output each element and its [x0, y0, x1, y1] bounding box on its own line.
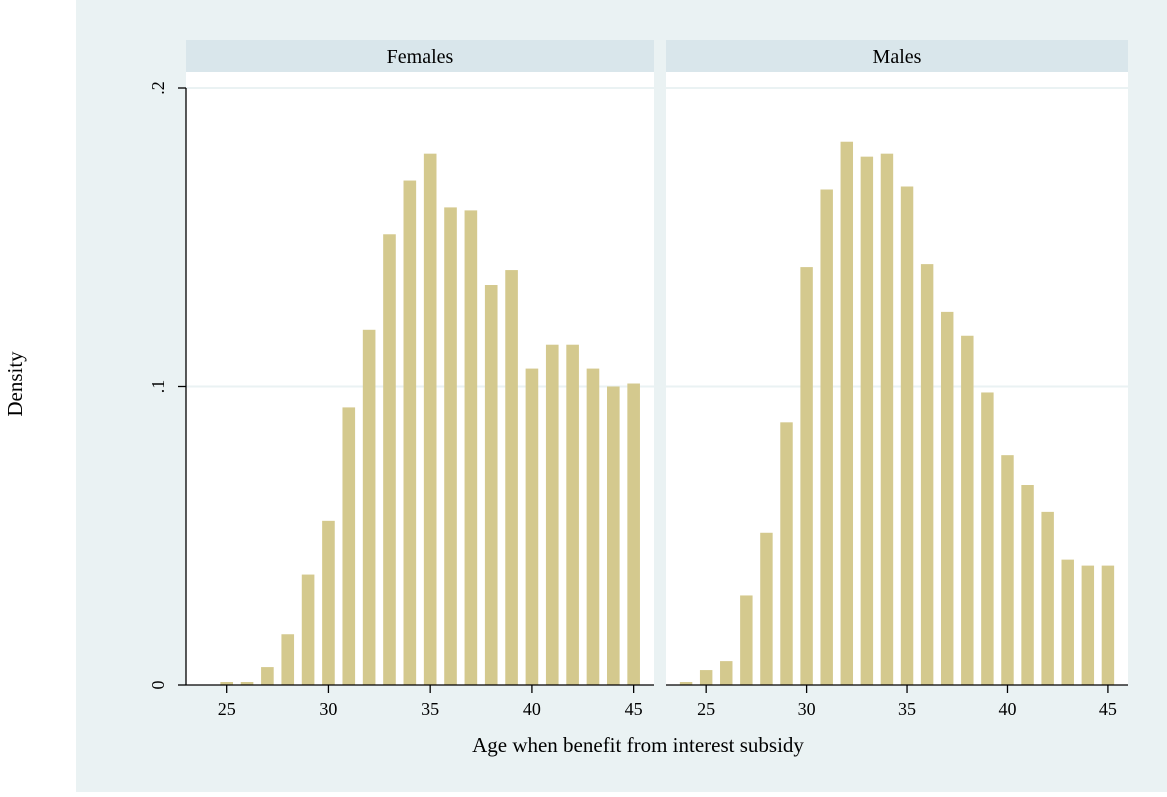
panel-females-bar-19 — [607, 386, 620, 685]
panel-females-x-tick-label-4: 45 — [625, 699, 643, 719]
panel-males-strip — [666, 40, 1128, 72]
panel-males-bar-18 — [1041, 511, 1054, 685]
panel-males-bar-19 — [1061, 559, 1074, 685]
panel-males-bars — [679, 141, 1115, 686]
y-axis: 0 .1 .2 — [148, 81, 187, 690]
panel-females-bar-6 — [342, 407, 356, 685]
panel-females-bar-3 — [281, 634, 295, 685]
panel-females-bar-2 — [261, 667, 274, 685]
panel-males-bar-14 — [961, 335, 974, 685]
panel-females-bar-18 — [586, 368, 600, 685]
panel-males-bar-20 — [1081, 565, 1095, 685]
panel-males-x-tick-label-3: 40 — [998, 699, 1016, 719]
panel-females-x-tick-label-0: 25 — [218, 699, 236, 719]
y-tick-label-0: 0 — [148, 681, 168, 690]
panel-females-bar-1 — [240, 682, 254, 685]
panel-females-bar-12 — [464, 210, 478, 685]
panel-males-bar-11 — [900, 186, 914, 685]
panel-females-bar-4 — [301, 574, 315, 685]
y-axis-title: Density — [3, 351, 27, 417]
y-tick-label-1: .1 — [148, 380, 168, 394]
panel-females-bar-20 — [627, 383, 640, 685]
panel-females-strip — [186, 40, 654, 72]
panel-males-x-tick-label-0: 25 — [697, 699, 715, 719]
panel-females-x-axis: 25 30 35 40 45 — [186, 684, 654, 719]
panel-males-bar-7 — [820, 189, 833, 686]
panel-males-bar-5 — [780, 422, 793, 685]
panel-males-x-tick-label-2: 35 — [898, 699, 916, 719]
panel-males-gridlines — [666, 87, 1128, 388]
panel-males-bar-4 — [760, 532, 773, 685]
panel-males-bar-6 — [800, 267, 813, 685]
x-axis-title: Age when benefit from interest subsidy — [472, 733, 804, 757]
panel-females-bar-16 — [545, 344, 559, 685]
panel-females-bar-17 — [566, 344, 579, 685]
panel-females-bar-15 — [525, 368, 539, 685]
panel-females-bar-9 — [403, 180, 417, 686]
panel-males-x-tick-label-4: 45 — [1099, 699, 1117, 719]
panel-males-bar-2 — [720, 661, 733, 685]
panel-males: Males 25 30 35 40 45 — [666, 40, 1128, 719]
panel-males-title: Males — [873, 46, 922, 68]
panel-females-x-tick-label-2: 35 — [421, 699, 439, 719]
panel-males-x-axis: 25 30 35 40 45 — [666, 684, 1128, 719]
panel-males-bar-10 — [880, 153, 894, 686]
panel-females-bar-14 — [505, 270, 518, 685]
panel-males-bar-8 — [840, 141, 854, 686]
panel-females: Females 25 30 35 40 45 — [186, 40, 654, 719]
panel-males-bar-17 — [1021, 485, 1034, 685]
panel-females-bar-8 — [383, 234, 396, 685]
panel-females-background — [186, 72, 654, 685]
panel-males-background — [666, 72, 1128, 685]
panel-males-bar-1 — [699, 670, 713, 685]
panel-females-bar-11 — [444, 207, 457, 685]
panel-males-x-tick-label-1: 30 — [798, 699, 816, 719]
panel-females-x-tick-label-3: 40 — [523, 699, 541, 719]
panel-females-x-tick-label-1: 30 — [319, 699, 337, 719]
y-tick-label-2: .2 — [148, 81, 168, 95]
panel-females-title: Females — [387, 46, 454, 68]
panel-females-bar-5 — [322, 520, 335, 685]
panel-males-bar-21 — [1101, 565, 1115, 685]
panel-males-bar-12 — [920, 264, 934, 685]
panel-males-bar-9 — [860, 156, 874, 685]
panel-females-bar-13 — [484, 285, 498, 685]
panel-males-bar-13 — [940, 311, 954, 686]
panel-males-bar-0 — [679, 682, 693, 685]
panel-males-bar-3 — [740, 595, 753, 685]
panel-females-bar-7 — [362, 329, 376, 685]
panel-females-bar-0 — [220, 682, 234, 685]
panel-females-bar-10 — [423, 153, 437, 686]
panel-males-bar-16 — [1001, 455, 1014, 685]
panel-females-bars — [220, 153, 640, 686]
panel-males-bar-15 — [981, 392, 994, 685]
